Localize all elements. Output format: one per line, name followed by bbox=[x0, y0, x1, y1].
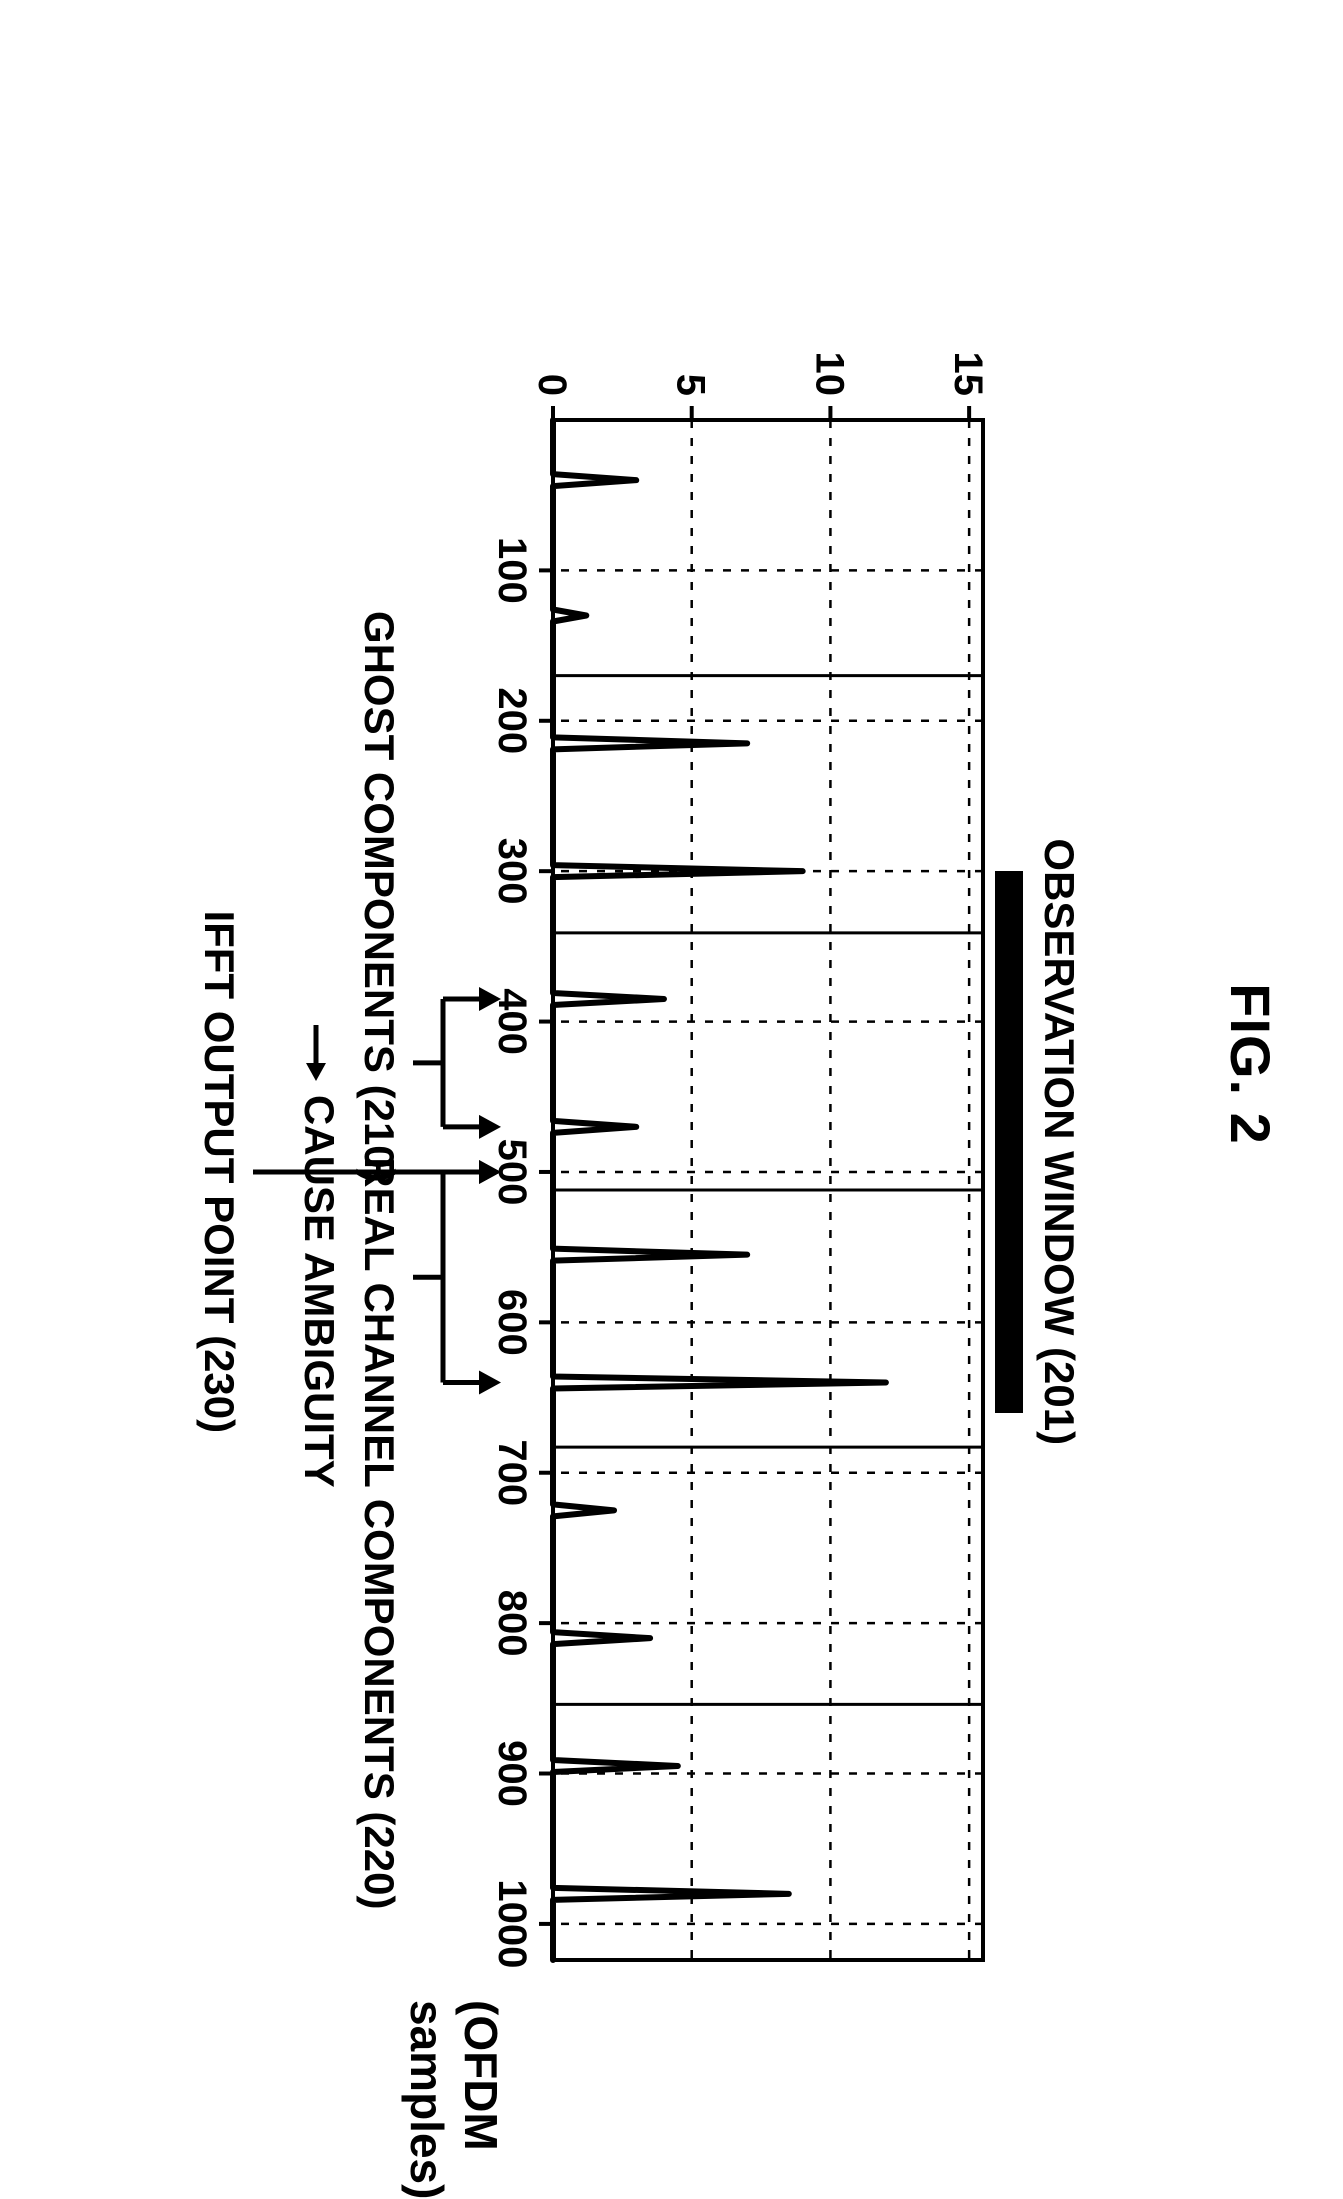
ofdm-samples-label: (OFDM samples) bbox=[400, 2000, 508, 2199]
ifft-output-label: IFFT OUTPUT POINT (230) bbox=[195, 910, 243, 1433]
figure-rotated-wrap: FIG. 2 OBSERVATION WINDOW (201) 10020030… bbox=[0, 0, 1343, 2128]
page: FIG. 2 OBSERVATION WINDOW (201) 10020030… bbox=[0, 0, 1343, 2128]
